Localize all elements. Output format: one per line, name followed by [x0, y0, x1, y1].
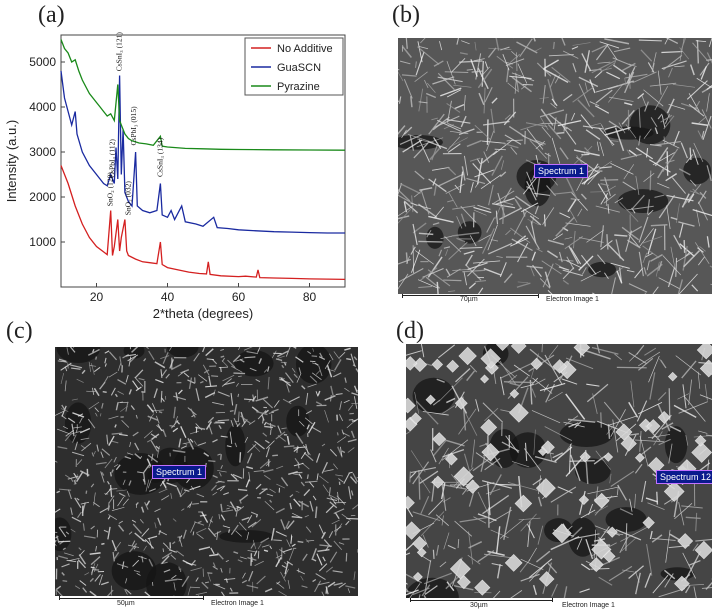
panel-label-b: (b) — [392, 2, 420, 28]
xrd-chart: 20 40 60 80 1000 2000 3000 4000 5000 2*theta (deg… — [4, 32, 346, 321]
x-tick-label: 80 — [303, 290, 317, 304]
scalebar-c: 50µm Electron Image 1 — [55, 596, 358, 610]
peak-annotation: SnO₂ (120) — [106, 172, 115, 207]
peak-annotation: CsPbI₃ (112) — [107, 139, 116, 178]
scale-text-d: 30µm — [470, 602, 488, 609]
x-axis-label: 2*theta (degrees) — [153, 306, 253, 321]
spectrum-label-b: Spectrum 1 — [534, 164, 589, 178]
legend-entry: Pyrazine — [277, 81, 320, 93]
scale-text-b: 70µm — [460, 296, 478, 303]
y-axis-label: Intensity (a.u.) — [4, 120, 19, 202]
legend-entry: GuaSCN — [277, 62, 321, 74]
series-line-guascn — [60, 70, 345, 234]
peak-annotation: CsSnI₃ (121) — [115, 32, 124, 72]
scalebar-d: 30µm Electron Image 1 — [406, 598, 712, 612]
series-line-pyrazine — [60, 39, 346, 151]
sem-image-b: Spectrum 1 — [398, 38, 712, 294]
caption-c: Electron Image 1 — [211, 600, 264, 607]
caption-b: Electron Image 1 — [546, 296, 599, 303]
series-line-no-additive — [60, 165, 346, 281]
x-tick-label: 60 — [232, 290, 246, 304]
legend-entry: No Additive — [277, 43, 333, 55]
y-tick-label: 1000 — [29, 235, 56, 249]
spectrum-label-c: Spectrum 1 — [152, 465, 207, 479]
peak-annotation: SnO₂ (032) — [123, 181, 132, 216]
sem-image-d: Spectrum 12 — [406, 344, 712, 598]
x-tick-label: 20 — [90, 290, 104, 304]
peak-annotation: CsPbI₃ (015) — [129, 106, 138, 146]
x-tick-label: 40 — [161, 290, 175, 304]
panel-label-a: (a) — [38, 2, 65, 28]
y-tick-label: 5000 — [29, 55, 56, 69]
y-tick-label: 2000 — [29, 190, 56, 204]
caption-d: Electron Image 1 — [562, 602, 615, 609]
panel-label-d: (d) — [396, 318, 424, 344]
peak-annotation: CsSnI₃ (134) — [155, 137, 164, 177]
plot-frame — [60, 34, 346, 288]
spectrum-label-d: Spectrum 12 — [656, 470, 712, 484]
y-tick-label: 4000 — [29, 100, 56, 114]
scalebar-b: 70µm Electron Image 1 — [398, 294, 712, 306]
panel-label-c: (c) — [6, 318, 33, 344]
scale-text-c: 50µm — [117, 600, 135, 607]
y-tick-label: 3000 — [29, 145, 56, 159]
sem-image-c: Spectrum 1 — [55, 347, 358, 596]
